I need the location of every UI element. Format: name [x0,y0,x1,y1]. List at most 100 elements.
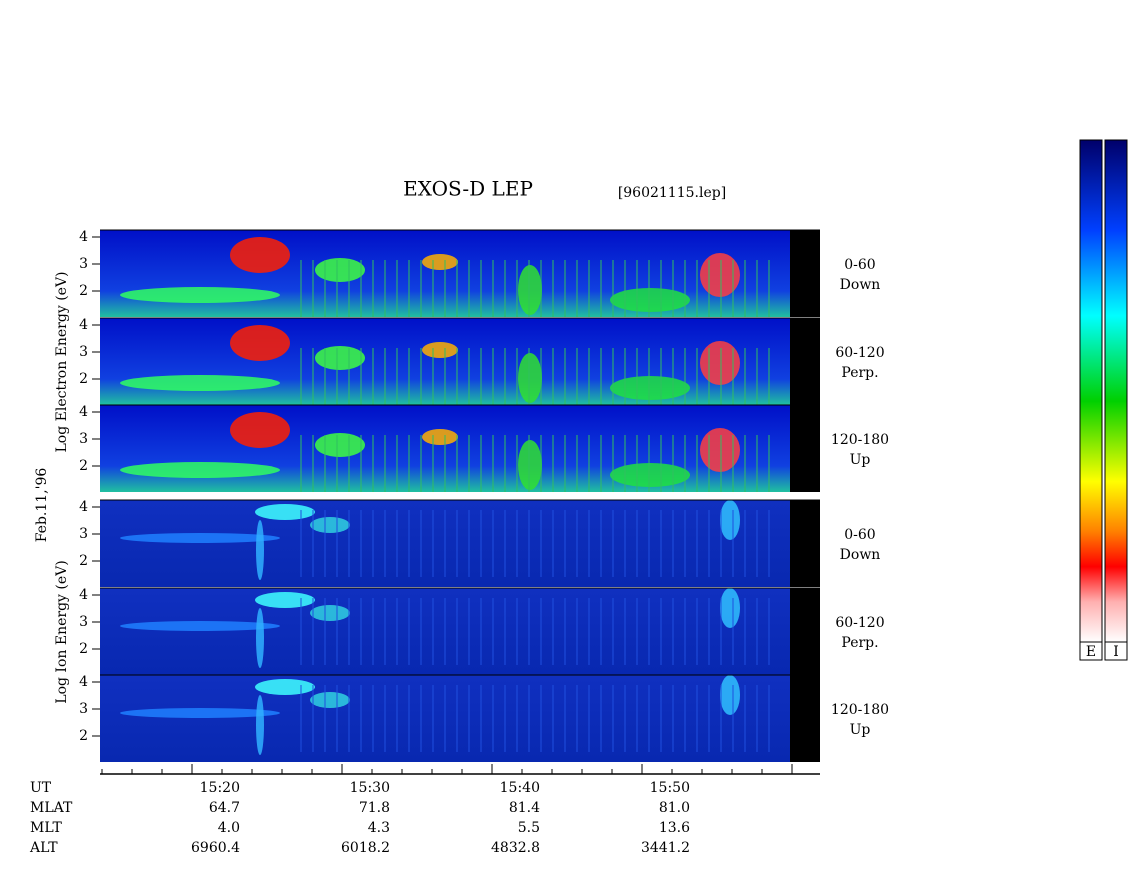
spectrogram-stripe [600,685,602,752]
spectrogram-stripe [360,348,362,405]
spectrogram-feature [256,695,264,755]
spectrogram-stripe [624,685,626,752]
spectrogram-stripe [396,435,398,492]
spectrogram-stripe [456,260,458,317]
orbit-value: 6960.4 [191,840,240,856]
spectrogram-feature [256,608,264,668]
spectrogram-stripe [612,685,614,752]
spectrogram-stripe [612,510,614,577]
spectrogram-stripe [456,348,458,405]
spectrogram-stripe [348,348,350,405]
spectrogram-stripe [300,348,302,405]
spectrogram-stripe [408,510,410,577]
data-gap [790,230,820,317]
spectrogram-stripe [408,435,410,492]
spectrogram-stripe [372,598,374,665]
spectrogram-stripe [492,685,494,752]
spectrogram-stripe [480,348,482,405]
spectrogram-stripe [420,510,422,577]
spectrogram-stripe [660,435,662,492]
spectrogram-stripe [588,510,590,577]
spectrogram-stripe [732,598,734,665]
spectrogram-stripe [648,510,650,577]
spectrogram-feature [310,517,350,533]
spectrogram-stripe [576,348,578,405]
spectrogram-stripe [504,598,506,665]
spectrogram-stripe [612,435,614,492]
spectrogram-stripe [768,348,770,405]
spectrogram-stripe [348,260,350,317]
spectrogram-stripe [648,435,650,492]
spectrogram-stripe [444,510,446,577]
spectrogram-feature [230,237,290,273]
y-tick-label: 2 [79,641,88,657]
spectrogram-stripe [588,435,590,492]
pitch-angle: 0-60 [844,257,875,273]
spectrogram-stripe [456,435,458,492]
spectrogram-stripe [648,260,650,317]
spectrogram-stripe [528,598,530,665]
spectrogram-stripe [744,598,746,665]
spectrogram-stripe [552,510,554,577]
spectrogram-stripe [528,510,530,577]
spectrogram-stripe [756,260,758,317]
spectrogram-stripe [696,510,698,577]
spectrogram-stripe [408,598,410,665]
spectrogram-stripe [384,435,386,492]
spectrogram-stripe [324,435,326,492]
y-tick-label: 4 [79,499,88,515]
spectrogram-feature [120,462,280,478]
spectrogram-feature [120,621,280,631]
pitch-angle: 120-180 [831,702,889,718]
y-tick-label: 4 [79,587,88,603]
spectrogram-stripe [636,260,638,317]
spectrogram-stripe [528,260,530,317]
spectrogram-stripe [660,685,662,752]
spectrogram-stripe [420,260,422,317]
spectrogram-stripe [492,510,494,577]
pitch-angle: 0-60 [844,527,875,543]
direction: Up [850,722,871,738]
spectrogram-stripe [552,260,554,317]
spectrogram-stripe [636,435,638,492]
spectrogram-stripe [516,685,518,752]
spectrogram-stripe [468,510,470,577]
spectrogram-feature [720,675,740,715]
spectrogram-stripe [576,260,578,317]
spectrogram-stripe [588,598,590,665]
y-tick-label: 3 [79,701,88,717]
orbit-value: 15:20 [200,780,240,796]
spectrogram-stripe [396,348,398,405]
title: EXOS-D LEP [403,177,533,201]
spectrogram-stripe [480,510,482,577]
spectrogram-stripe [504,435,506,492]
orbit-value: 3441.2 [641,840,690,856]
spectrogram-stripe [672,510,674,577]
spectrogram-stripe [732,685,734,752]
spectrogram-stripe [552,435,554,492]
spectrogram-stripe [384,685,386,752]
spectrogram-stripe [516,435,518,492]
spectrogram-feature [120,533,280,543]
spectrogram-stripe [564,685,566,752]
spectrogram-stripe [720,435,722,492]
spectrogram-feature [120,375,280,391]
spectrogram-stripe [384,598,386,665]
spectrogram-stripe [336,685,338,752]
spectrogram-stripe [300,435,302,492]
spectrogram-stripe [312,435,314,492]
spectrogram-stripe [696,598,698,665]
orbit-value: 81.0 [659,800,690,816]
spectrogram-stripe [648,685,650,752]
spectrogram-stripe [588,685,590,752]
spectrogram-stripe [768,260,770,317]
spectrogram-stripe [744,685,746,752]
spectrogram-stripe [336,348,338,405]
spectrogram-stripe [708,510,710,577]
spectrogram-stripe [684,435,686,492]
spectrogram-stripe [396,685,398,752]
spectrogram-stripe [372,348,374,405]
electron-axis-label: Log Electron Energy (eV) [54,271,70,452]
spectrogram-stripe [468,348,470,405]
spectrogram-stripe [636,598,638,665]
